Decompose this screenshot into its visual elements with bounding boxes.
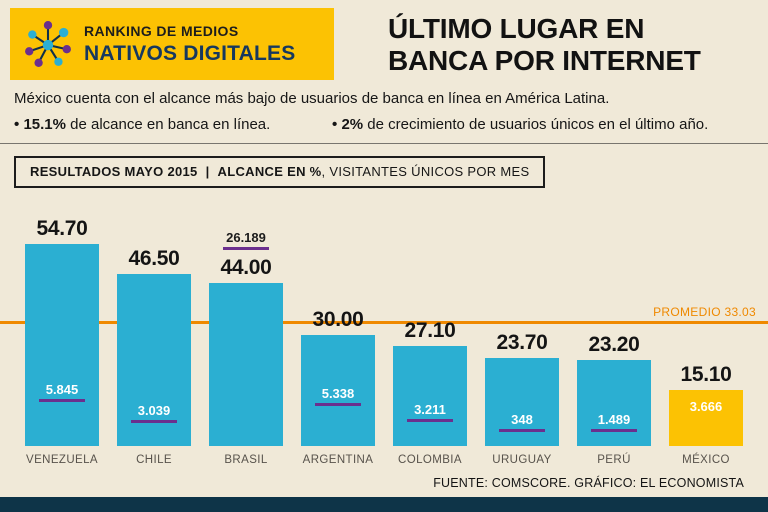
bar-group-venezuela: 54.70 5.845 VENEZUELA	[20, 217, 104, 466]
results-metric: ALCANCE EN %	[217, 164, 322, 179]
category-label: CHILE	[136, 454, 172, 466]
category-label: URUGUAY	[492, 454, 552, 466]
alcance-value-label: 44.00	[220, 256, 272, 280]
visitors-marker	[407, 418, 453, 422]
footer-bar	[0, 497, 768, 512]
intro-lead: México cuenta con el alcance más bajo de…	[14, 90, 610, 107]
page-title-line2: BANCA POR INTERNET	[388, 45, 701, 77]
intro-bullets: • 15.1% de alcance en banca en línea. • …	[14, 116, 754, 133]
bullet-text: de alcance en banca en línea.	[65, 116, 271, 133]
bar-brasil	[209, 283, 283, 446]
visitors-value-label: 3.211	[414, 401, 446, 417]
visitors-value-label: 3.039	[137, 403, 171, 419]
visitors-value-label: 26.189	[226, 229, 266, 245]
bar-group-colombia: 27.10 3.211 COLOMBIA	[388, 224, 472, 466]
category-label: ARGENTINA	[302, 454, 374, 466]
alcance-value-label: 15.10	[680, 363, 732, 387]
bar-venezuela	[25, 243, 99, 446]
visitors-marker	[499, 429, 545, 432]
page-title-line1: ÚLTIMO LUGAR EN	[388, 13, 645, 44]
bar-group-argentina: 30.00 5.338 ARGENTINA	[296, 224, 380, 466]
visitors-value-label: 348	[511, 412, 533, 427]
badge-line2: NATIVOS DIGITALES	[84, 41, 296, 65]
brand-badge-text: RANKING DE MEDIOS NATIVOS DIGITALES	[84, 23, 295, 66]
bar-group-brasil: 44.00 26.189 BRASIL	[204, 224, 288, 466]
bullet-text: de crecimiento de usuarios únicos en el …	[363, 116, 709, 133]
bullet-marker: •	[332, 116, 338, 133]
bar-colombia	[393, 345, 467, 446]
bar-peru	[577, 360, 651, 446]
visitors-marker	[223, 246, 269, 250]
header: RANKING DE MEDIOS NATIVOS DIGITALES ÚLTI…	[0, 0, 768, 80]
bullet-crecimiento: • 2% de crecimiento de usuarios únicos e…	[332, 116, 708, 133]
bar-group-chile: 46.50 3.039 CHILE	[112, 224, 196, 466]
bullet-strong: 15.1%	[23, 116, 66, 133]
category-label: VENEZUELA	[26, 454, 98, 466]
bar-group-peru: 23.20 1.489 PERÚ	[572, 224, 656, 466]
bar-chart: PROMEDIO 33.03 54.70 5.845 VENEZUELA 46.50 3…	[0, 194, 768, 466]
results-metric-rest: , VISITANTES ÚNICOS POR MES	[321, 164, 530, 179]
bar-argentina	[301, 335, 375, 446]
alcance-value-label: 30.00	[312, 308, 364, 331]
bullet-alcance: • 15.1% de alcance en banca en línea.	[14, 116, 332, 133]
bar-chile	[117, 273, 191, 446]
alcance-value-label: 23.70	[496, 331, 548, 355]
bar-mexico	[669, 390, 743, 446]
brand-badge: RANKING DE MEDIOS NATIVOS DIGITALES	[10, 8, 334, 80]
bullet-strong: 2%	[341, 116, 364, 133]
category-label: PERÚ	[597, 454, 631, 466]
category-label: BRASIL	[224, 454, 268, 466]
bar-uruguay	[485, 358, 559, 446]
intro-section: México cuenta con el alcance más bajo de…	[0, 80, 768, 144]
results-period: RESULTADOS MAYO 2015	[30, 164, 198, 179]
results-divider: |	[205, 164, 210, 179]
alcance-value-label: 54.70	[36, 216, 88, 240]
visitors-value-label: 5.338	[321, 385, 355, 401]
bar-group-uruguay: 23.70 348 URUGUAY	[480, 224, 564, 466]
network-icon	[25, 21, 71, 67]
average-line: PROMEDIO 33.03	[0, 305, 768, 324]
visitors-value-label: 5.845	[45, 382, 79, 398]
alcance-value-label: 27.10	[404, 318, 456, 342]
visitors-marker	[131, 420, 177, 424]
visitors-value-label: 1.489	[597, 412, 631, 427]
chart-plot: PROMEDIO 33.03 54.70 5.845 VENEZUELA 46.50 3…	[0, 217, 768, 466]
visitors-marker	[315, 402, 361, 406]
category-label: MÉXICO	[682, 454, 730, 466]
badge-line1: RANKING DE MEDIOS	[84, 22, 239, 39]
results-bar: RESULTADOS MAYO 2015 | ALCANCE EN %, VISIT…	[14, 156, 546, 188]
bar-group-mexico: 15.10 3.666 MÉXICO	[664, 224, 748, 466]
alcance-value-label: 46.50	[128, 246, 180, 270]
category-label: COLOMBIA	[398, 454, 462, 466]
source-credit: FUENTE: COMSCORE. GRÁFICO: EL ECONOMISTA	[433, 476, 744, 490]
visitors-value-label: 3.666	[689, 398, 723, 414]
bullet-marker: •	[14, 116, 20, 133]
page-title: ÚLTIMO LUGAR EN BANCA POR INTERNET	[388, 8, 754, 78]
visitors-marker	[591, 429, 637, 432]
visitors-marker	[39, 399, 85, 403]
alcance-value-label: 23.20	[588, 333, 640, 357]
average-label: PROMEDIO 33.03	[653, 304, 756, 319]
